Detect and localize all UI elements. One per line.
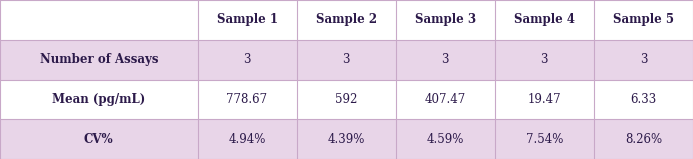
Text: Sample 3: Sample 3 xyxy=(414,13,476,26)
Bar xyxy=(198,40,297,80)
Bar xyxy=(396,80,495,119)
Bar xyxy=(495,80,594,119)
Text: 3: 3 xyxy=(243,53,251,66)
Text: Mean (pg/mL): Mean (pg/mL) xyxy=(52,93,146,106)
Text: 19.47: 19.47 xyxy=(527,93,561,106)
Text: Sample 1: Sample 1 xyxy=(216,13,278,26)
Text: 6.33: 6.33 xyxy=(631,93,656,106)
Bar xyxy=(198,0,297,40)
Text: 4.59%: 4.59% xyxy=(427,133,464,146)
Text: Number of Assays: Number of Assays xyxy=(40,53,158,66)
Bar xyxy=(0,0,198,40)
Bar xyxy=(0,80,198,119)
Text: CV%: CV% xyxy=(84,133,114,146)
Bar xyxy=(0,119,198,159)
Text: 8.26%: 8.26% xyxy=(625,133,662,146)
Text: 592: 592 xyxy=(335,93,358,106)
Bar xyxy=(495,119,594,159)
Bar xyxy=(297,80,396,119)
Bar xyxy=(495,40,594,80)
Text: 3: 3 xyxy=(541,53,548,66)
Text: Sample 5: Sample 5 xyxy=(613,13,674,26)
Text: 3: 3 xyxy=(342,53,350,66)
Bar xyxy=(495,0,594,40)
Bar xyxy=(0,40,198,80)
Bar xyxy=(297,119,396,159)
Text: 3: 3 xyxy=(441,53,449,66)
Text: 4.94%: 4.94% xyxy=(229,133,265,146)
Text: 778.67: 778.67 xyxy=(227,93,267,106)
Bar xyxy=(198,119,297,159)
Bar xyxy=(297,40,396,80)
Bar xyxy=(594,119,693,159)
Bar xyxy=(594,0,693,40)
Text: 7.54%: 7.54% xyxy=(526,133,563,146)
Bar xyxy=(594,80,693,119)
Text: 3: 3 xyxy=(640,53,647,66)
Bar xyxy=(198,80,297,119)
Text: 407.47: 407.47 xyxy=(425,93,466,106)
Bar xyxy=(396,119,495,159)
Bar xyxy=(594,40,693,80)
Bar xyxy=(297,0,396,40)
Bar xyxy=(396,40,495,80)
Text: Sample 4: Sample 4 xyxy=(514,13,575,26)
Bar xyxy=(396,0,495,40)
Text: Sample 2: Sample 2 xyxy=(315,13,377,26)
Text: 4.39%: 4.39% xyxy=(328,133,365,146)
